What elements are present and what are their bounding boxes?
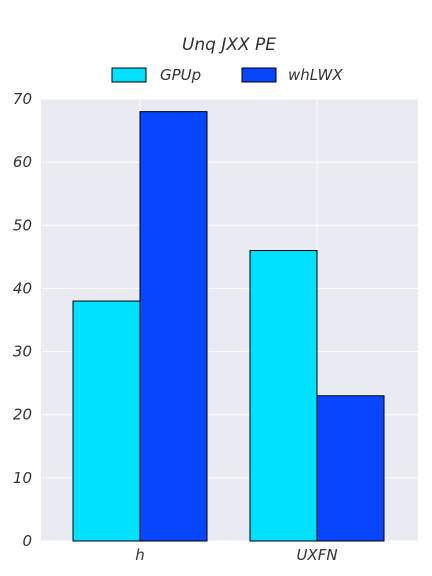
bar-whLWX-UXFN — [316, 395, 385, 542]
x-tick-label: UXFN — [296, 546, 337, 564]
legend: GPUp whLWX — [111, 66, 343, 84]
y-axis-ticks: 0 10 20 30 40 50 60 70 — [13, 90, 32, 550]
bar-GPUp-h — [72, 300, 141, 542]
y-tick-label: 30 — [13, 343, 32, 361]
legend-label: whLWX — [288, 66, 343, 84]
legend-label: GPUp — [160, 66, 201, 84]
y-tick-label: 10 — [13, 469, 32, 487]
y-tick-label: 40 — [13, 279, 32, 297]
x-axis-ticks: h UXFN — [135, 546, 337, 564]
legend-swatch — [241, 67, 277, 83]
bar-GPUp-UXFN — [249, 250, 318, 542]
y-tick-label: 50 — [13, 216, 32, 234]
bars — [72, 111, 385, 542]
bar-whLWX-h — [139, 111, 208, 542]
x-tick-label: h — [135, 546, 145, 564]
y-tick-label: 60 — [13, 153, 32, 171]
y-tick-label: 70 — [13, 90, 32, 108]
y-tick-label: 0 — [22, 532, 32, 550]
chart-title: Unq JXX PE — [182, 35, 276, 55]
legend-swatch — [111, 67, 147, 83]
y-tick-label: 20 — [13, 406, 32, 424]
